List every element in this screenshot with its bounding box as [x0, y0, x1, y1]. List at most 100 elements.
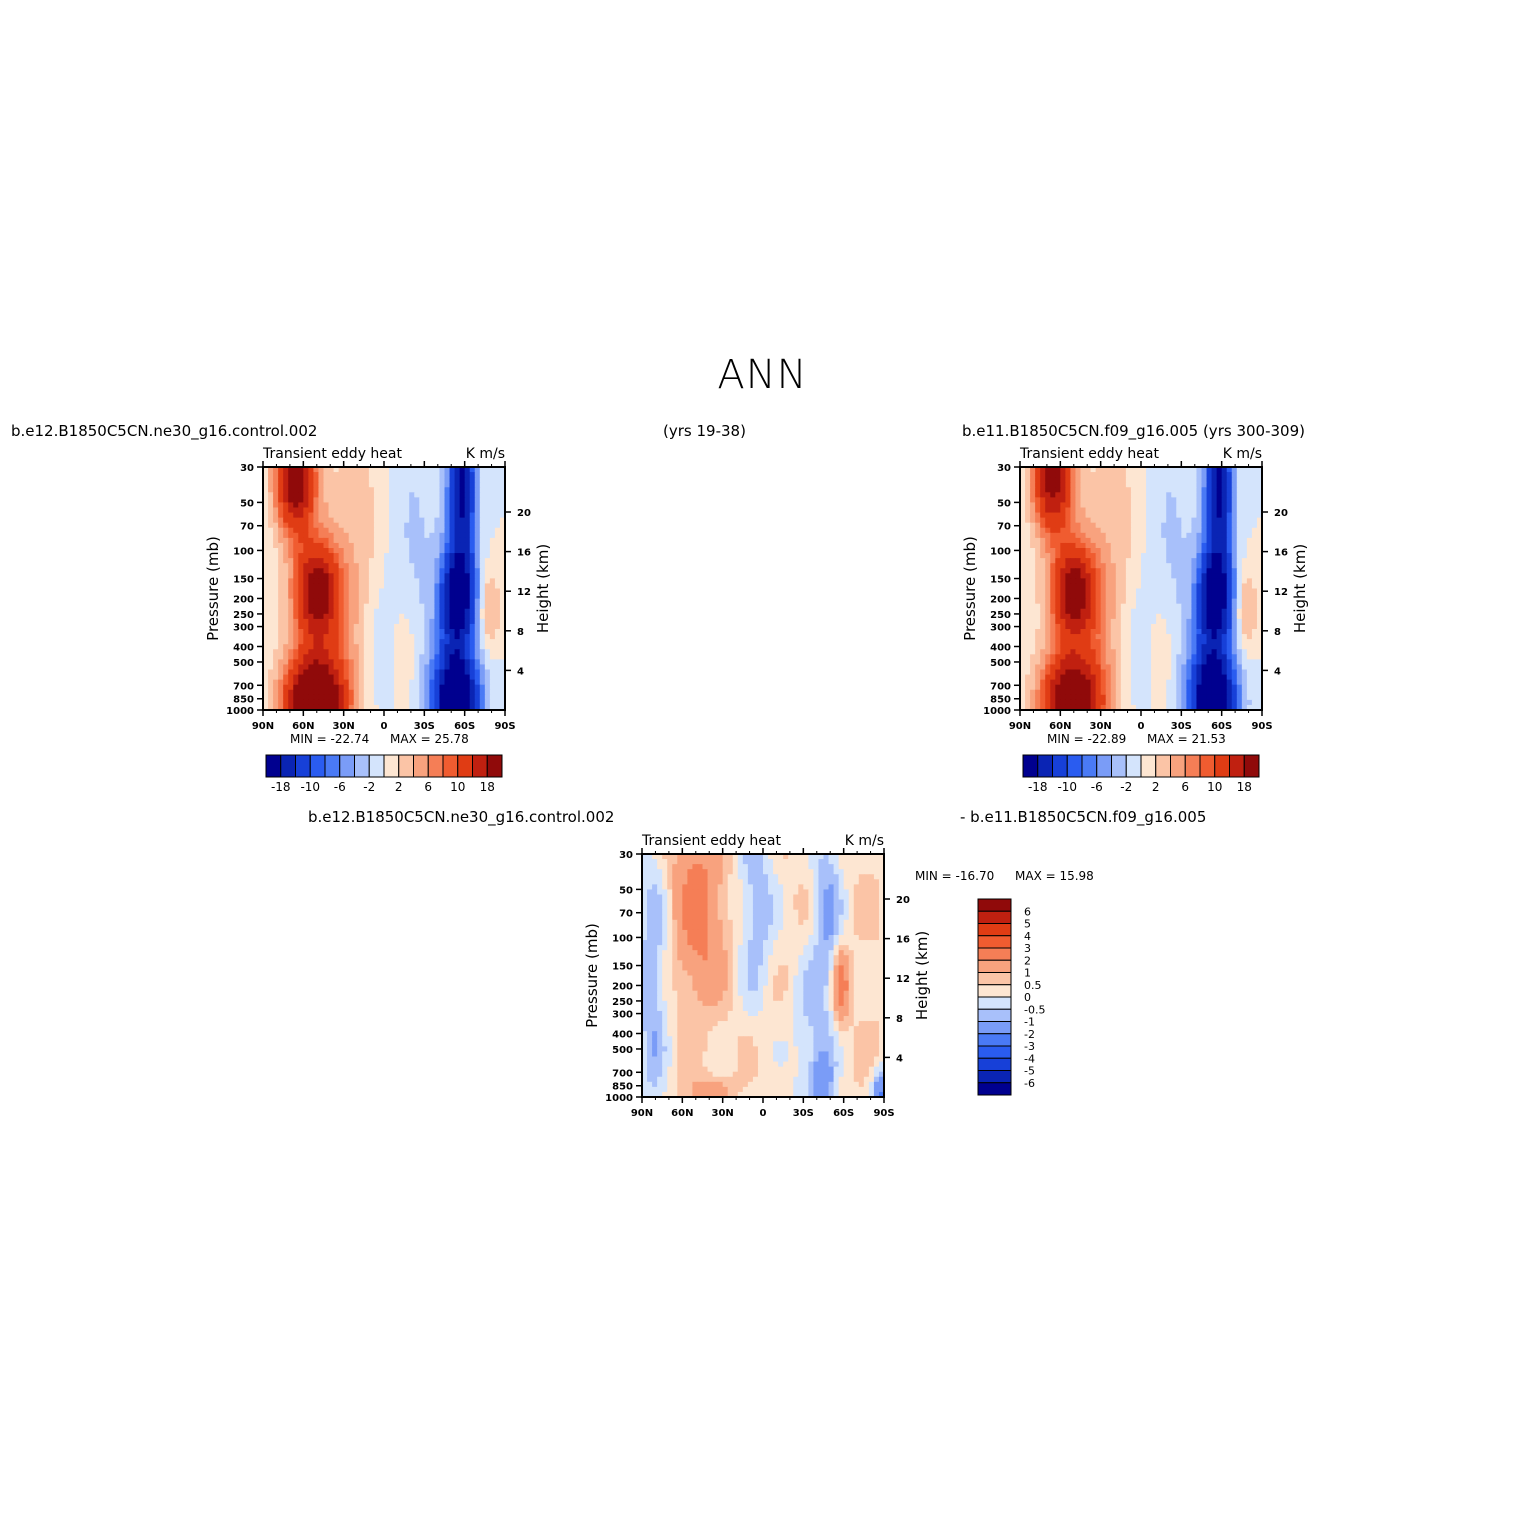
- control-cell: [404, 649, 410, 655]
- control-cell: [308, 467, 315, 473]
- f09-cell: [1151, 542, 1157, 549]
- f09-cell: [1125, 588, 1132, 595]
- control-cell: [278, 563, 284, 569]
- f09-cell: [1241, 649, 1248, 655]
- f09-cell: [1030, 522, 1036, 529]
- f09-cell: [1221, 507, 1228, 514]
- f09-cell: [1035, 613, 1041, 620]
- f09-cell: [1231, 578, 1238, 585]
- difference-cell: [727, 879, 734, 885]
- f09-cell: [1100, 689, 1107, 696]
- f09-cell: [1050, 669, 1056, 676]
- f09-cell: [1095, 512, 1102, 519]
- control-cell: [263, 664, 269, 671]
- f09-cell: [1120, 679, 1127, 686]
- control-cell: [358, 563, 365, 569]
- f09-cell: [1020, 507, 1026, 514]
- control-cell: [358, 497, 365, 504]
- control-cell: [409, 613, 415, 620]
- f09-cell: [1171, 487, 1177, 493]
- control-cell: [288, 583, 294, 590]
- control-cell: [389, 659, 395, 666]
- control-cell: [389, 472, 395, 478]
- f09-cell: [1231, 467, 1238, 473]
- f09-cell: [1045, 639, 1051, 645]
- f09-cell: [1025, 573, 1031, 579]
- difference-cell: [868, 869, 875, 875]
- f09-cell: [1065, 704, 1072, 711]
- f09-cell: [1256, 537, 1263, 544]
- f09-cell: [1095, 467, 1102, 473]
- f09-cell: [1236, 578, 1243, 585]
- control-cell: [479, 699, 486, 706]
- f09-cell: [1035, 472, 1041, 478]
- f09-cell: [1070, 568, 1077, 574]
- f09-cell: [1095, 694, 1102, 701]
- control-cell: [278, 629, 284, 635]
- f09-cell: [1105, 542, 1112, 549]
- f09-cell: [1191, 472, 1198, 478]
- control-cell: [323, 477, 330, 483]
- control-cell: [419, 593, 425, 600]
- control-cell: [489, 482, 496, 488]
- f09-cell: [1156, 603, 1162, 610]
- control-cell: [338, 578, 345, 585]
- control-cell: [353, 477, 360, 483]
- control-cell: [404, 517, 410, 524]
- control-cell: [469, 482, 476, 488]
- control-cell: [419, 598, 425, 605]
- control-cell: [343, 583, 350, 590]
- control-cell: [439, 482, 446, 488]
- control-cell: [263, 603, 269, 610]
- control-cell: [268, 598, 274, 605]
- f09-cell: [1161, 684, 1167, 691]
- f09-cell: [1105, 578, 1112, 585]
- control-cell: [499, 558, 506, 564]
- f09-cell: [1130, 684, 1137, 691]
- f09-cell: [1080, 542, 1087, 549]
- difference-heatmap-cells: [642, 854, 885, 1098]
- f09-cell: [1151, 649, 1157, 655]
- control-cell: [298, 669, 304, 676]
- control-cell: [293, 467, 299, 473]
- control-cell: [494, 568, 501, 574]
- f09-cell: [1100, 699, 1107, 706]
- f09-cell: [1095, 532, 1102, 539]
- control-cell: [399, 578, 405, 585]
- control-cell: [479, 548, 486, 554]
- f09-cell: [1171, 583, 1177, 590]
- control-cell: [313, 674, 320, 681]
- control-cell: [484, 654, 491, 660]
- control-cell: [459, 613, 466, 620]
- control-cell: [464, 472, 471, 478]
- f09-cell: [1151, 482, 1157, 488]
- control-cell: [358, 679, 365, 686]
- f09-cell: [1206, 608, 1213, 615]
- f09-cell: [1135, 512, 1142, 519]
- control-cell: [454, 548, 461, 554]
- control-cell: [499, 603, 506, 610]
- control-cell: [404, 618, 410, 625]
- f09-cell: [1095, 537, 1102, 544]
- f09-cell: [1191, 608, 1198, 615]
- f09-cell: [1055, 654, 1061, 660]
- control-cell: [288, 512, 294, 519]
- control-cell: [409, 654, 415, 660]
- control-cell: [283, 694, 289, 701]
- difference-cell: [757, 854, 764, 860]
- f09-cell: [1186, 593, 1193, 600]
- control-cell: [489, 659, 496, 666]
- control-cell: [358, 527, 365, 534]
- difference-cell: [873, 869, 880, 875]
- difference-cell: [697, 879, 704, 885]
- control-cell: [479, 629, 486, 635]
- control-cell: [399, 537, 405, 544]
- control-cell: [373, 603, 380, 610]
- control-cell: [373, 517, 380, 524]
- f09-cell: [1130, 649, 1137, 655]
- control-cell: [378, 558, 385, 564]
- f09-cell: [1070, 477, 1077, 483]
- f09-cell: [1100, 532, 1107, 539]
- difference-cell: [722, 859, 729, 865]
- f09-cell: [1075, 548, 1082, 554]
